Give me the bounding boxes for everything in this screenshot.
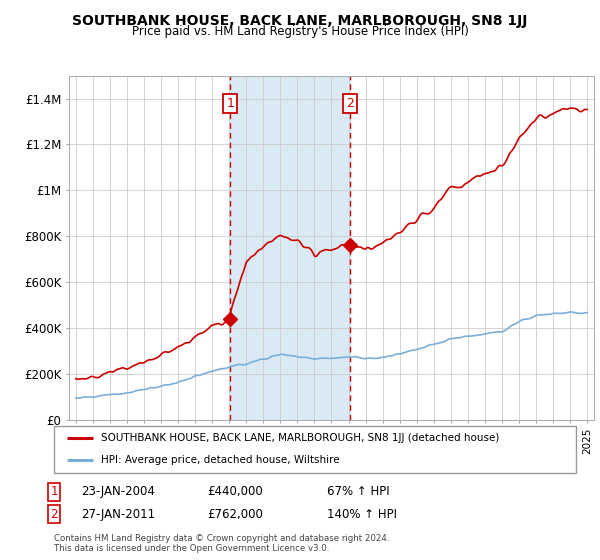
Text: 1: 1: [226, 97, 235, 110]
Bar: [230, 76, 350, 420]
Text: Contains HM Land Registry data © Crown copyright and database right 2024.
This d: Contains HM Land Registry data © Crown c…: [54, 534, 389, 553]
Text: SOUTHBANK HOUSE, BACK LANE, MARLBOROUGH, SN8 1JJ: SOUTHBANK HOUSE, BACK LANE, MARLBOROUGH,…: [73, 14, 527, 28]
Text: SOUTHBANK HOUSE, BACK LANE, MARLBOROUGH, SN8 1JJ (detached house): SOUTHBANK HOUSE, BACK LANE, MARLBOROUGH,…: [101, 433, 499, 444]
Text: Price paid vs. HM Land Registry's House Price Index (HPI): Price paid vs. HM Land Registry's House …: [131, 25, 469, 38]
Text: 2: 2: [346, 97, 353, 110]
Text: 27-JAN-2011: 27-JAN-2011: [81, 507, 155, 521]
Text: 67% ↑ HPI: 67% ↑ HPI: [327, 485, 389, 498]
Text: £762,000: £762,000: [207, 507, 263, 521]
Text: £440,000: £440,000: [207, 485, 263, 498]
FancyBboxPatch shape: [54, 426, 576, 473]
Text: 23-JAN-2004: 23-JAN-2004: [81, 485, 155, 498]
Text: 2: 2: [50, 507, 58, 521]
Text: 1: 1: [50, 485, 58, 498]
Text: 140% ↑ HPI: 140% ↑ HPI: [327, 507, 397, 521]
Text: HPI: Average price, detached house, Wiltshire: HPI: Average price, detached house, Wilt…: [101, 455, 340, 465]
